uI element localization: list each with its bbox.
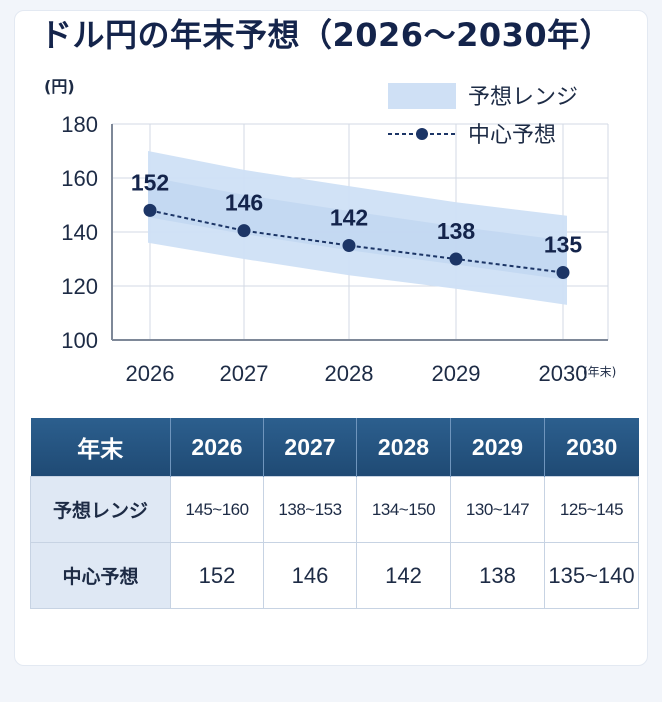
table-cell: 135~140	[544, 542, 639, 609]
table-header-cell: 2029	[450, 418, 545, 477]
table-cell: 138	[450, 542, 545, 609]
table-header-cell: 2028	[356, 418, 451, 477]
x-tick-label: 2026	[126, 361, 175, 386]
y-tick-label: 160	[61, 166, 98, 191]
legend-marker	[416, 128, 428, 140]
table-header-cell: 2026	[170, 418, 264, 477]
x-tick-label: 2027	[220, 361, 269, 386]
y-axis-unit-label: (円)	[44, 77, 75, 96]
legend-range-label: 予想レンジ	[468, 85, 578, 110]
table-header-row: 年末 2026 2027 2028 2029 2030	[30, 418, 639, 477]
legend-range-swatch	[388, 83, 456, 109]
y-tick-label: 120	[61, 274, 98, 299]
row-label: 中心予想	[30, 542, 171, 609]
table-row: 中心予想 152 146 142 138 135~140	[30, 542, 639, 609]
center-forecast-point	[449, 252, 463, 266]
table-cell: 134~150	[356, 476, 451, 543]
table-header-cell: 年末	[30, 418, 171, 477]
table-header-cell: 2027	[263, 418, 357, 477]
data-label: 138	[437, 218, 476, 244]
data-label: 135	[544, 232, 583, 258]
table-header-cell: 2030	[544, 418, 639, 477]
line-chart: 100 120 140 160 180 (円) 2026 2027 2028 2029 2030(年…	[44, 77, 616, 386]
x-tick-label: 2028	[325, 361, 374, 386]
center-forecast-point	[143, 203, 157, 217]
x-tick-label: 2030	[539, 361, 588, 386]
x-axis-unit-label: (年末)	[583, 365, 616, 379]
table-cell: 145~160	[170, 476, 264, 543]
table-cell: 152	[170, 542, 264, 609]
chart-title: ドル円の年末予想（2026〜2030年）	[40, 16, 613, 54]
y-tick-label: 140	[61, 220, 98, 245]
table-row: 予想レンジ 145~160 138~153 134~150 130~147 12…	[30, 476, 639, 543]
data-label: 142	[330, 205, 368, 231]
x-tick-label: 2029	[432, 361, 481, 386]
y-tick-label: 100	[61, 328, 98, 353]
center-forecast-point	[556, 266, 570, 279]
y-tick-label: 180	[61, 112, 98, 137]
table-cell: 130~147	[450, 476, 545, 543]
center-forecast-point	[342, 239, 356, 252]
legend-center-label: 中心予想	[468, 123, 556, 148]
row-label: 予想レンジ	[30, 476, 171, 543]
center-forecast-line	[149, 209, 564, 274]
table-cell: 146	[263, 542, 357, 609]
table-cell: 125~145	[544, 476, 639, 543]
center-forecast-point	[237, 224, 251, 238]
forecast-range-core	[148, 176, 567, 280]
table-cell: 138~153	[263, 476, 357, 543]
data-label: 152	[131, 169, 169, 195]
table-cell: 142	[356, 542, 451, 609]
forecast-table: 年末 2026 2027 2028 2029 2030 予想レンジ 145~16…	[30, 418, 639, 609]
data-label: 146	[225, 190, 263, 216]
